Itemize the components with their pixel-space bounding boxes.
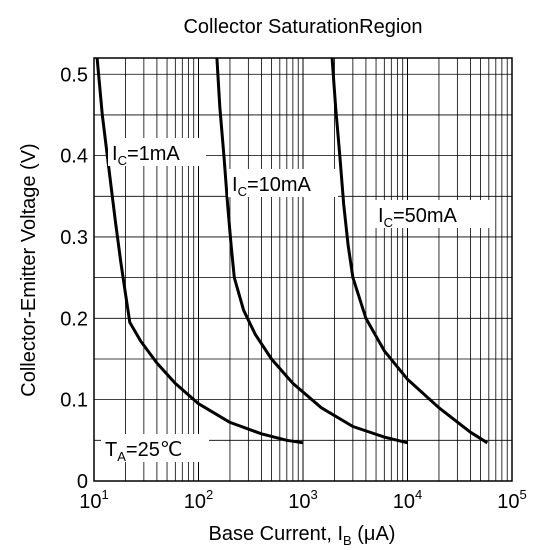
y-tick-labels: 0 0.1 0.2 0.3 0.4 0.5 — [60, 64, 88, 493]
x-axis-title-main: Base Current, I — [209, 523, 344, 545]
x-tick-label: 105 — [497, 487, 526, 513]
y-axis-title: Collector-Emitter Voltage (V) — [18, 143, 40, 396]
x-tick-label: 104 — [393, 487, 422, 513]
series-label-3: IC=50mA — [378, 205, 458, 230]
y-tick-label: 0.5 — [60, 64, 88, 86]
x-tick-exponent: 1 — [102, 487, 109, 502]
series-label-1: IC=1mA — [112, 143, 180, 168]
y-tick-label: 0.2 — [60, 308, 88, 330]
series-line-1 — [95, 57, 304, 445]
series-line-2 — [215, 57, 408, 445]
x-axis-title-unit: (μA) — [352, 523, 396, 545]
series-label-bg — [228, 169, 338, 197]
x-tick-base: 10 — [184, 491, 206, 513]
x-tick-label: 103 — [288, 487, 317, 513]
annotation-bg — [101, 434, 209, 462]
y-tick-label: 0 — [77, 471, 88, 493]
series-line-3 — [330, 57, 489, 445]
x-tick-labels: 101 102 103 104 105 — [79, 487, 526, 513]
annotation-temperature: TA=25℃ — [101, 434, 209, 464]
y-tick-label: 0.4 — [60, 146, 88, 168]
x-tick-exponent: 2 — [206, 487, 213, 502]
plot-frame — [93, 57, 513, 482]
annotation-text: TA=25℃ — [105, 439, 182, 464]
series-label-bg — [374, 200, 490, 228]
x-tick-exponent: 5 — [520, 487, 527, 502]
x-tick-base: 10 — [393, 491, 415, 513]
x-tick-label: 102 — [184, 487, 213, 513]
series-group — [95, 57, 489, 445]
x-axis-title: Base Current, IB (μA) — [209, 523, 396, 548]
series-label-2: IC=10mA — [232, 174, 312, 199]
grid — [94, 58, 512, 481]
x-tick-exponent: 4 — [415, 487, 422, 502]
y-tick-label: 0.3 — [60, 227, 88, 249]
y-tick-label: 0.1 — [60, 390, 88, 412]
x-tick-base: 10 — [288, 491, 310, 513]
series-label-bg — [108, 138, 206, 166]
chart-title: Collector SaturationRegion — [183, 16, 422, 38]
x-tick-base: 10 — [79, 491, 101, 513]
x-axis-title-sub: B — [343, 533, 352, 548]
series-labels: IC=1mA IC=10mA IC=50mA — [108, 138, 490, 230]
x-tick-label: 101 — [79, 487, 108, 513]
x-tick-base: 10 — [497, 491, 519, 513]
x-tick-exponent: 3 — [311, 487, 318, 502]
